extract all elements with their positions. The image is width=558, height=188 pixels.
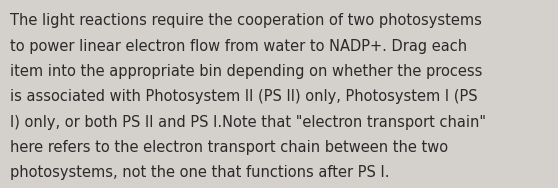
Text: is associated with Photosystem II (PS II) only, Photosystem I (PS: is associated with Photosystem II (PS II… bbox=[10, 89, 478, 104]
Text: to power linear electron flow from water to NADP+. Drag each: to power linear electron flow from water… bbox=[10, 39, 467, 54]
Text: here refers to the electron transport chain between the two: here refers to the electron transport ch… bbox=[10, 140, 448, 155]
Text: The light reactions require the cooperation of two photosystems: The light reactions require the cooperat… bbox=[10, 13, 482, 28]
Text: photosystems, not the one that functions after PS I.: photosystems, not the one that functions… bbox=[10, 165, 389, 180]
Text: I) only, or both PS II and PS I.Note that "electron transport chain": I) only, or both PS II and PS I.Note tha… bbox=[10, 115, 486, 130]
Text: item into the appropriate bin depending on whether the process: item into the appropriate bin depending … bbox=[10, 64, 483, 79]
